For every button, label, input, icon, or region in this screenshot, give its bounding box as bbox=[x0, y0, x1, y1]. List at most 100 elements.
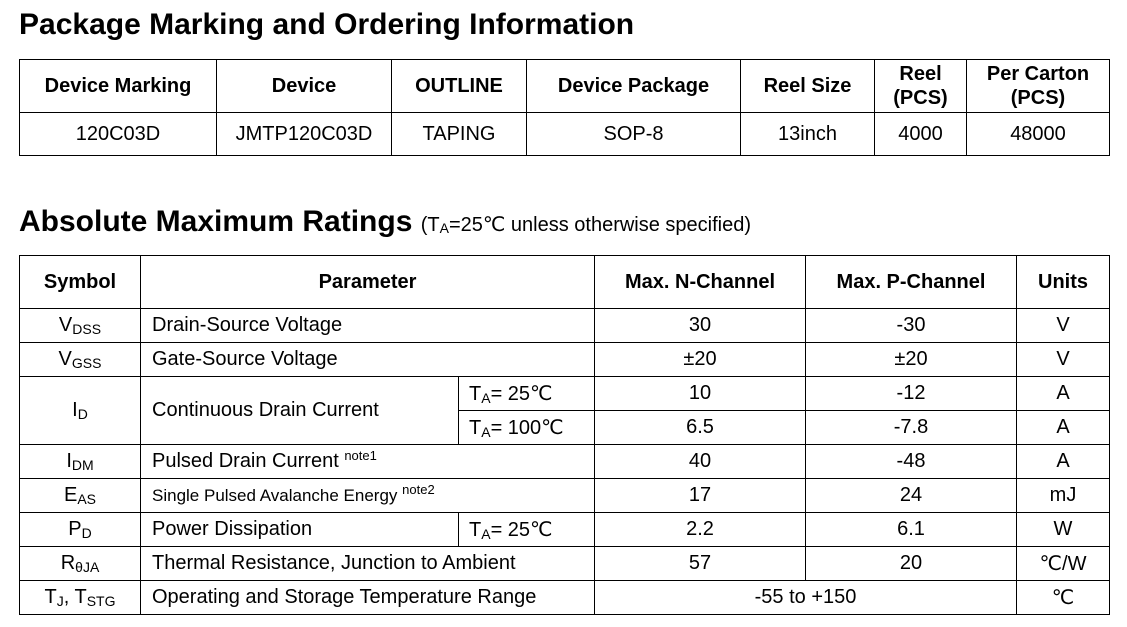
parameter-cell: Operating and Storage Temperature Range bbox=[140, 580, 595, 615]
unit-cell: mJ bbox=[1016, 478, 1110, 513]
ratings-condition-open: (T bbox=[420, 214, 440, 236]
max-n-value: 40 bbox=[594, 444, 806, 479]
condition-value: = 25℃ bbox=[490, 383, 553, 405]
ratings-condition-rest: =25℃ unless otherwise specified) bbox=[448, 214, 752, 236]
parameter-cell: Thermal Resistance, Junction to Ambient bbox=[140, 546, 595, 581]
symbol-eas: EAS bbox=[19, 478, 141, 513]
max-n-value: 17 bbox=[594, 478, 806, 513]
symbol-letter: T bbox=[44, 586, 57, 608]
symbol-vgss: VGSS bbox=[19, 342, 141, 377]
unit-cell: A bbox=[1016, 410, 1110, 445]
cell-reel-size: 13inch bbox=[740, 112, 875, 156]
header-reel-size: Reel Size bbox=[740, 59, 875, 113]
table-row: VGSS Gate-Source Voltage ±20 ±20 V bbox=[19, 342, 1110, 377]
max-p-value: 20 bbox=[805, 546, 1017, 581]
table-row: TA= 100℃ 6.5 -7.8 A bbox=[20, 410, 1110, 445]
max-p-value: 6.1 bbox=[805, 512, 1017, 547]
parameter-cell: Pulsed Drain Current note1 bbox=[140, 444, 595, 479]
symbol-pd: PD bbox=[19, 512, 141, 547]
unit-cell: A bbox=[1016, 444, 1110, 479]
symbol-letter: V bbox=[58, 348, 72, 370]
header-device-package: Device Package bbox=[526, 59, 741, 113]
table-row: EAS Single Pulsed Avalanche Energy note2… bbox=[19, 478, 1110, 513]
table-row: VDSS Drain-Source Voltage 30 -30 V bbox=[19, 308, 1110, 343]
symbol-letter: V bbox=[58, 314, 73, 336]
parameter-cell: Gate-Source Voltage bbox=[140, 342, 595, 377]
header-symbol: Symbol bbox=[19, 255, 141, 309]
header-per-carton-line1: Per Carton bbox=[986, 63, 1090, 85]
header-per-carton: Per Carton (PCS) bbox=[966, 59, 1110, 113]
table-row: TJ, TSTG Operating and Storage Temperatu… bbox=[19, 580, 1110, 615]
symbol-subscript: θJA bbox=[75, 559, 100, 575]
table-row: PD Power Dissipation TA= 25℃ 2.2 6.1 W bbox=[19, 512, 1110, 547]
unit-cell: V bbox=[1016, 342, 1110, 377]
symbol-subscript: STG bbox=[86, 593, 116, 609]
cell-device-package: SOP-8 bbox=[526, 112, 741, 156]
condition-subscript: A bbox=[481, 526, 491, 542]
cell-device: JMTP120C03D bbox=[216, 112, 392, 156]
max-n-value: 10 bbox=[594, 376, 806, 411]
ordering-table: Device Marking Device OUTLINE Device Pac… bbox=[19, 59, 1110, 156]
symbol-subscript: AS bbox=[77, 491, 97, 507]
header-reel-pcs: Reel (PCS) bbox=[874, 59, 967, 113]
max-p-value: -30 bbox=[805, 308, 1017, 343]
header-reel-pcs-line1: Reel bbox=[899, 63, 942, 85]
symbol-separator: , bbox=[63, 586, 75, 608]
cell-reel-pcs: 4000 bbox=[874, 112, 967, 156]
symbol-subscript: DM bbox=[71, 457, 94, 473]
symbol-subscript: J bbox=[56, 593, 64, 609]
max-n-value: 57 bbox=[594, 546, 806, 581]
parameter-text: Single Pulsed Avalanche Energy bbox=[152, 485, 403, 505]
cell-device-marking: 120C03D bbox=[19, 112, 217, 156]
condition-cell: TA= 25℃ bbox=[458, 512, 595, 547]
parameter-cell: Continuous Drain Current bbox=[140, 376, 459, 445]
symbol-letter: T bbox=[74, 586, 87, 608]
max-p-value: -48 bbox=[805, 444, 1017, 479]
range-value: -55 to +150 bbox=[594, 580, 1017, 615]
symbol-subscript: DSS bbox=[72, 321, 102, 337]
ratings-section-title: Absolute Maximum Ratings (TA=25℃ unless … bbox=[19, 205, 751, 242]
condition-t: T bbox=[469, 383, 482, 405]
header-outline: OUTLINE bbox=[391, 59, 527, 113]
ratings-header-row: Symbol Parameter Max. N-Channel Max. P-C… bbox=[19, 255, 1110, 309]
symbol-idm: IDM bbox=[19, 444, 141, 479]
ordering-header-row: Device Marking Device OUTLINE Device Pac… bbox=[19, 59, 1110, 113]
max-p-value: -12 bbox=[805, 376, 1017, 411]
ordering-data-row: 120C03D JMTP120C03D TAPING SOP-8 13inch … bbox=[19, 112, 1110, 156]
condition-subscript: A bbox=[481, 390, 491, 406]
header-max-n-channel: Max. N-Channel bbox=[594, 255, 806, 309]
header-per-carton-line2: (PCS) bbox=[1010, 87, 1066, 109]
symbol-letter: R bbox=[60, 552, 76, 574]
symbol-id: ID bbox=[19, 376, 141, 445]
condition-value: = 25℃ bbox=[490, 519, 553, 541]
note-marker: note2 bbox=[402, 481, 435, 497]
symbol-rthja: RθJA bbox=[19, 546, 141, 581]
symbol-subscript: GSS bbox=[71, 355, 102, 371]
cell-per-carton: 48000 bbox=[966, 112, 1110, 156]
condition-t: T bbox=[469, 417, 482, 439]
condition-cell: TA= 25℃ bbox=[458, 376, 595, 411]
condition-value: = 100℃ bbox=[490, 417, 564, 439]
ordering-section-title: Package Marking and Ordering Information bbox=[19, 8, 635, 41]
max-n-value: 30 bbox=[594, 308, 806, 343]
max-n-value: ±20 bbox=[594, 342, 806, 377]
max-n-value: 2.2 bbox=[594, 512, 806, 547]
max-p-value: ±20 bbox=[805, 342, 1017, 377]
unit-cell: A bbox=[1016, 376, 1110, 411]
symbol-letter: P bbox=[68, 518, 82, 540]
header-max-p-channel: Max. P-Channel bbox=[805, 255, 1017, 309]
parameter-cell: Drain-Source Voltage bbox=[140, 308, 595, 343]
table-row: RθJA Thermal Resistance, Junction to Amb… bbox=[19, 546, 1110, 581]
cell-outline: TAPING bbox=[391, 112, 527, 156]
ratings-table: Symbol Parameter Max. N-Channel Max. P-C… bbox=[19, 255, 1110, 615]
max-p-value: -7.8 bbox=[805, 410, 1017, 445]
note-marker: note1 bbox=[344, 448, 377, 463]
header-parameter: Parameter bbox=[140, 255, 595, 309]
max-p-value: 24 bbox=[805, 478, 1017, 513]
condition-subscript: A bbox=[481, 424, 491, 440]
symbol-vdss: VDSS bbox=[19, 308, 141, 343]
parameter-cell: Single Pulsed Avalanche Energy note2 bbox=[140, 478, 595, 513]
parameter-cell: Power Dissipation bbox=[140, 512, 459, 547]
ratings-condition: (TA=25℃ unless otherwise specified) bbox=[421, 214, 751, 236]
unit-cell: ℃ bbox=[1016, 580, 1110, 615]
